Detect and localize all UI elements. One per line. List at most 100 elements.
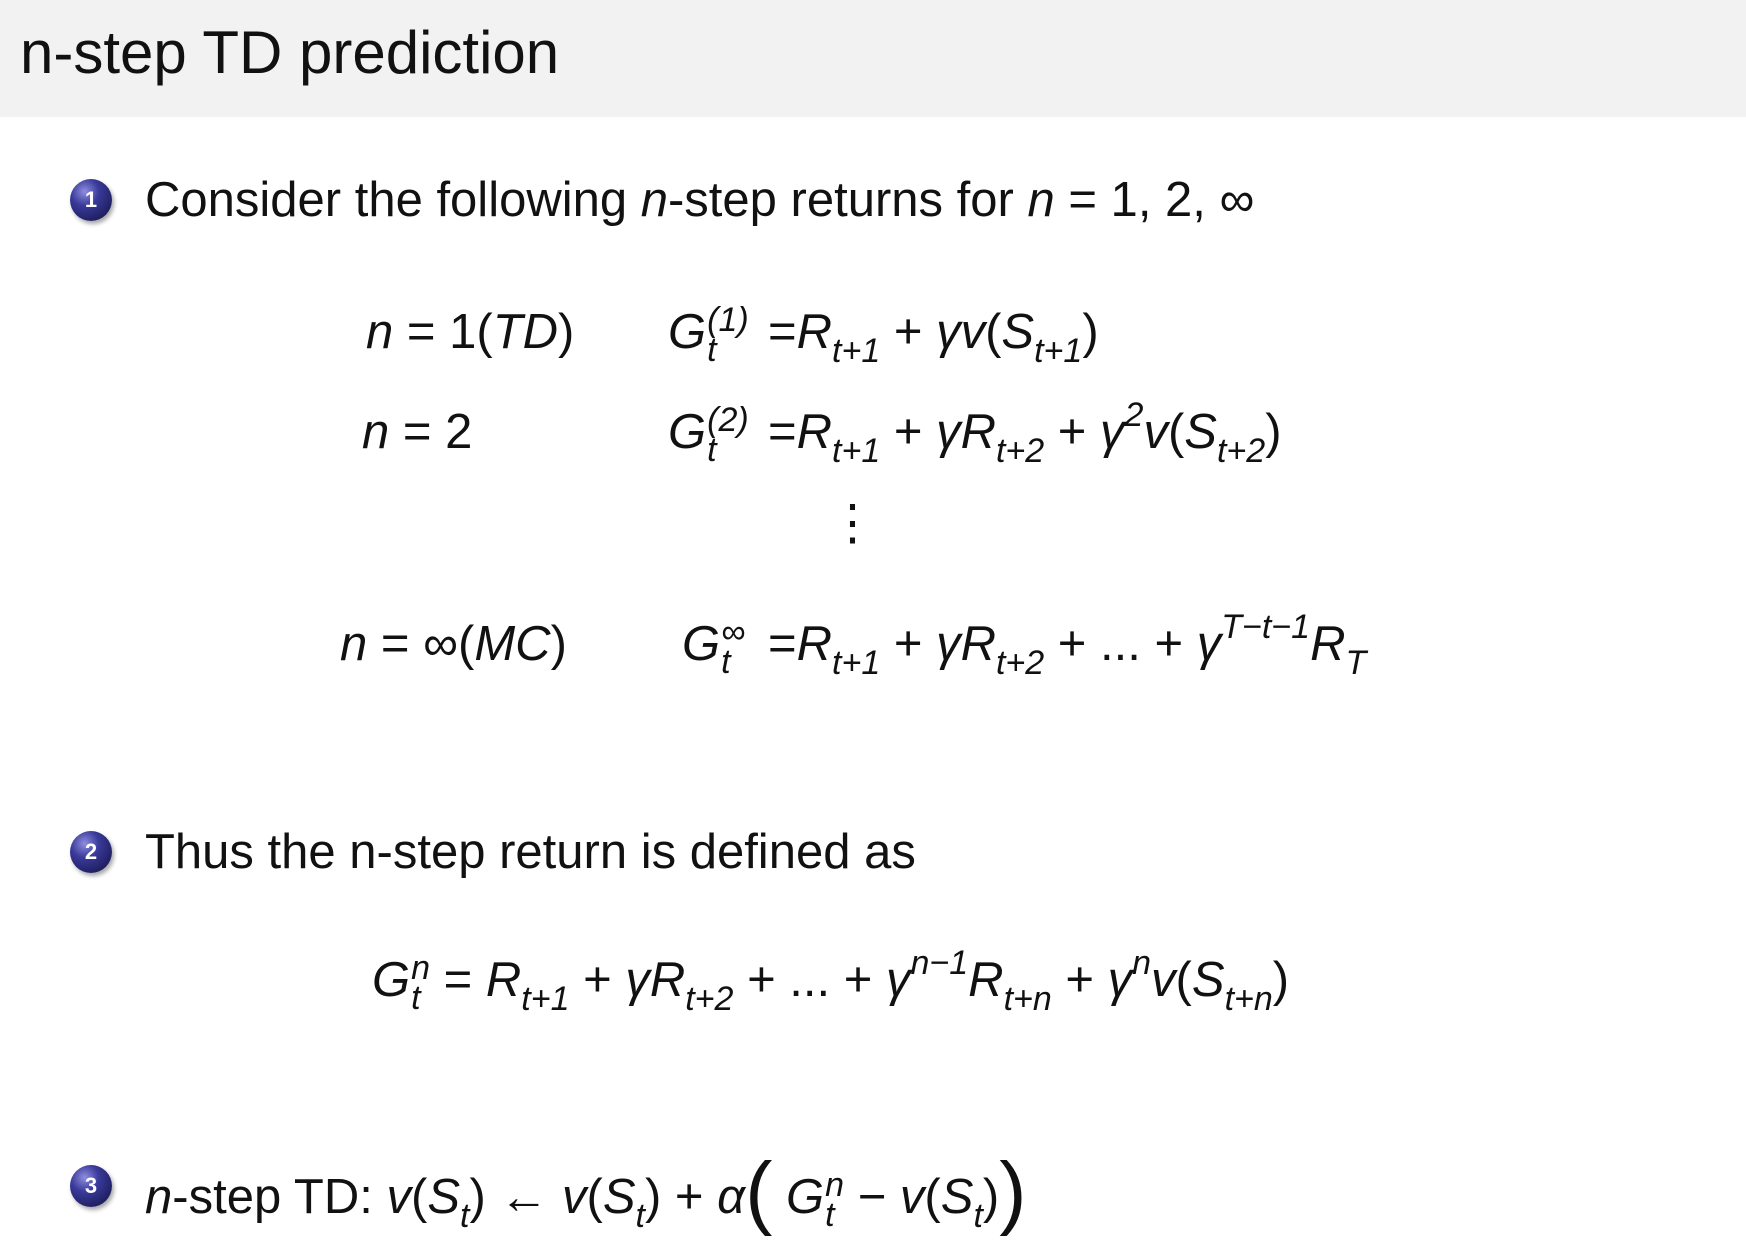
math-symbol: G xyxy=(786,1170,825,1224)
superscript: T−t−1 xyxy=(1221,608,1311,646)
math-text: ( xyxy=(586,1170,603,1224)
math-symbol: R xyxy=(796,617,833,671)
math-symbol: γv xyxy=(936,305,986,359)
math-symbol: γ xyxy=(1100,405,1125,459)
math-text: = xyxy=(768,305,797,359)
math-text: + ... + xyxy=(1044,617,1197,671)
sup-sub-pair: (1) t xyxy=(707,301,749,370)
subscript: t+2 xyxy=(995,432,1045,470)
superscript: n xyxy=(411,949,431,988)
math-symbol: R xyxy=(796,405,833,459)
math-symbol: S xyxy=(1001,305,1035,359)
math-symbol: n xyxy=(1027,173,1055,227)
superscript: 2 xyxy=(1124,396,1144,434)
math-text: − xyxy=(844,1170,900,1224)
lhs-n1: G (1) t xyxy=(668,301,749,370)
math-text: -step returns for xyxy=(667,173,1028,227)
superscript: n−1 xyxy=(910,944,969,982)
math-text xyxy=(772,1170,786,1224)
superscript: (1) xyxy=(707,301,749,340)
math-text: + xyxy=(1051,953,1108,1007)
math-text: = ∞( xyxy=(367,617,475,671)
math-text: ) xyxy=(1265,405,1282,459)
math-symbol: MC xyxy=(474,617,551,671)
math-text: ) xyxy=(1082,305,1099,359)
subscript: t xyxy=(411,979,421,1018)
math-text: ) xyxy=(550,617,567,671)
math-symbol: S xyxy=(1191,953,1225,1007)
rhs-n1: =Rt+1 + γv(St+1) xyxy=(768,302,1099,370)
math-text: + xyxy=(569,953,626,1007)
math-text: Consider the following xyxy=(145,173,641,227)
math-text: ( xyxy=(924,1170,941,1224)
subscript: t+1 xyxy=(832,432,881,470)
superscript: (2) xyxy=(707,401,749,440)
bullet-1-icon: 1 xyxy=(70,179,112,221)
math-text: = 2 xyxy=(389,405,473,459)
subscript: t+1 xyxy=(832,644,881,682)
rhs-ninf: =Rt+1 + γRt+2 + ... + γT−t−1RT xyxy=(768,608,1367,682)
math-symbol: S xyxy=(602,1170,636,1224)
sup-sub-pair: ∞ t xyxy=(721,613,746,682)
math-text: -step TD: xyxy=(172,1170,387,1224)
math-text: + xyxy=(1044,405,1101,459)
subscript: t xyxy=(721,643,731,682)
subscript: t xyxy=(825,1196,835,1235)
case-n1: n = 1(TD) xyxy=(366,302,574,362)
math-symbol: v xyxy=(1151,953,1176,1007)
big-paren: ( xyxy=(745,1146,773,1237)
math-text: = 1, 2, ∞ xyxy=(1054,173,1255,227)
math-text: ) xyxy=(558,305,575,359)
subscript: t+2 xyxy=(1216,432,1266,470)
subscript: t xyxy=(973,1197,983,1235)
subscript: T xyxy=(1345,644,1367,682)
math-symbol: S xyxy=(940,1170,974,1224)
math-symbol: v xyxy=(899,1170,925,1224)
math-symbol: γ xyxy=(885,953,911,1007)
math-symbol: γR xyxy=(936,617,996,671)
subscript: t+2 xyxy=(995,644,1045,682)
math-symbol: n xyxy=(640,173,668,227)
math-symbol: n xyxy=(340,617,368,671)
lhs-n2: G (2) t xyxy=(668,401,749,467)
math-text: ) + xyxy=(644,1170,718,1224)
subscript: t+1 xyxy=(1034,332,1083,370)
math-symbol: n xyxy=(145,1170,173,1224)
subscript: t+1 xyxy=(832,332,881,370)
math-symbol: v xyxy=(562,1170,587,1224)
math-symbol: R xyxy=(1310,617,1346,671)
superscript: n xyxy=(1132,944,1152,982)
math-symbol: γR xyxy=(625,953,686,1007)
lhs-ninf: G ∞ t xyxy=(682,613,746,682)
math-text: ) ← xyxy=(469,1170,562,1224)
vertical-ellipsis: ⋮ xyxy=(828,496,877,550)
case-n2: n = 2 xyxy=(362,402,472,462)
math-symbol: G xyxy=(668,405,707,459)
math-symbol: v xyxy=(1143,405,1168,459)
bullet-2-icon: 2 xyxy=(70,831,112,873)
math-symbol: R xyxy=(796,305,833,359)
math-text: + xyxy=(880,305,937,359)
math-symbol: R xyxy=(968,953,1004,1007)
subscript: t xyxy=(707,331,717,370)
math-text: ) xyxy=(1272,953,1290,1007)
subscript: t xyxy=(460,1197,470,1235)
subscript: t+n xyxy=(1003,980,1052,1018)
math-symbol: γ xyxy=(1196,617,1222,671)
superscript: ∞ xyxy=(721,613,746,652)
math-text: = 1( xyxy=(393,305,493,359)
sup-sub-pair: (2) t xyxy=(707,401,749,467)
math-symbol: γR xyxy=(936,405,996,459)
slide-title: n-step TD prediction xyxy=(20,19,560,86)
math-symbol: S xyxy=(427,1170,460,1224)
math-text: + xyxy=(880,405,937,459)
rhs-n2: =Rt+1 + γRt+2 + γ2v(St+2) xyxy=(768,396,1282,470)
math-symbol: α xyxy=(717,1170,746,1224)
bullet-1-text: Consider the following n-step returns fo… xyxy=(145,170,1254,230)
math-symbol: G xyxy=(668,305,707,359)
math-text: ( xyxy=(1167,405,1185,459)
subscript: t+2 xyxy=(685,980,734,1018)
